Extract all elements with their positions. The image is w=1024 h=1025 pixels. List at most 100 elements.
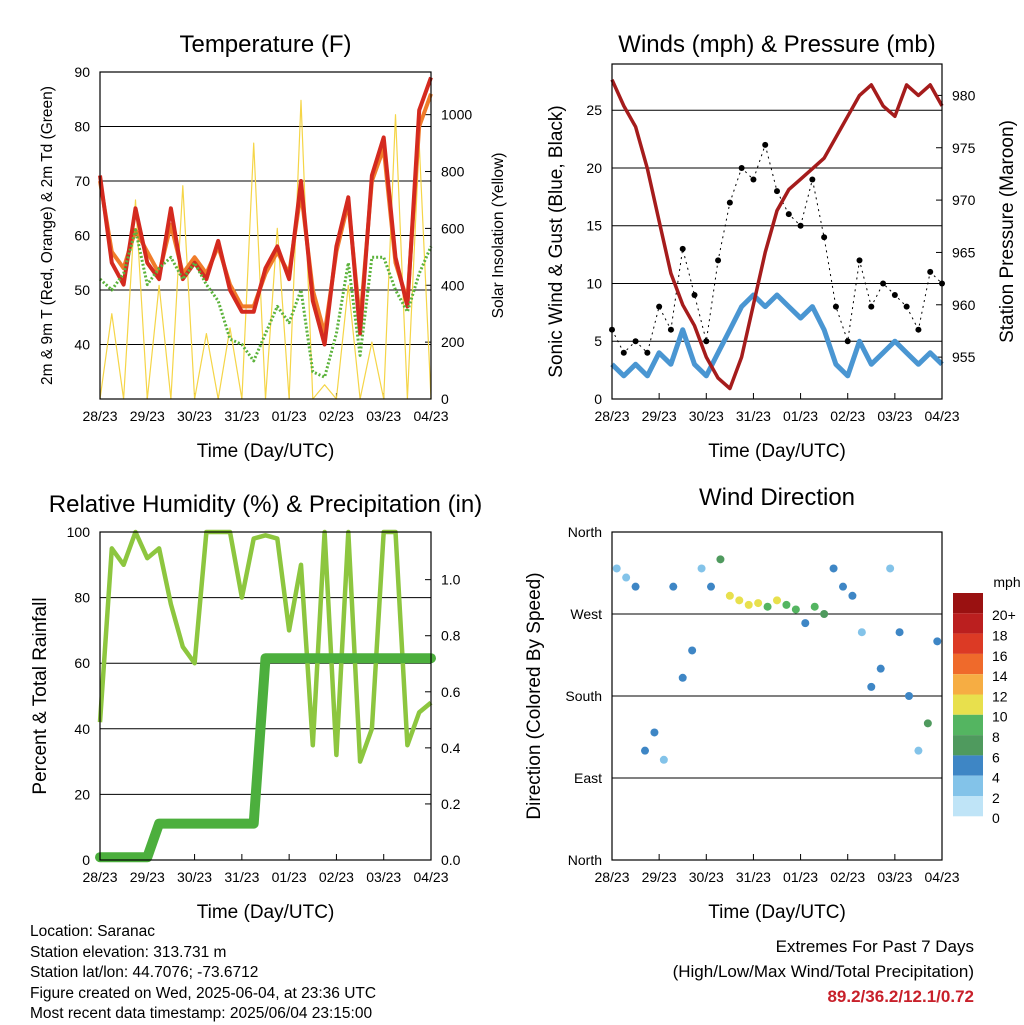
x-tick-label: 03/23 [877, 869, 912, 885]
y2-tick-label: 970 [952, 192, 976, 208]
y2-tick-label: 0.4 [441, 740, 461, 756]
y-tick-label: 80 [74, 590, 90, 606]
extremes-title: Extremes For Past 7 Days [775, 937, 974, 956]
legend-label: 6 [992, 749, 1000, 765]
plot-border [611, 63, 943, 400]
y2-tick-label: 955 [952, 349, 976, 365]
y2-axis-label: Solar Insolation (Yellow) [490, 153, 507, 319]
chart-title: Winds (mph) & Pressure (mb) [618, 31, 935, 58]
legend-label: 10 [992, 709, 1008, 725]
y-tick-label: 0 [594, 391, 602, 407]
direction-point [867, 682, 876, 691]
x-tick-label: 28/23 [82, 869, 117, 885]
legend-swatch [953, 694, 983, 715]
y-tick-label: 0 [82, 852, 90, 868]
direction-point [886, 564, 895, 573]
legend-label: 4 [992, 770, 1000, 786]
gust-point [750, 176, 757, 183]
x-tick-label: 31/23 [224, 869, 259, 885]
direction-point [857, 628, 866, 637]
x-tick-label: 02/23 [319, 408, 354, 424]
direction-point [810, 602, 819, 611]
direction-point [659, 755, 668, 764]
legend-swatch [953, 593, 983, 614]
y-axis-label: Sonic Wind & Gust (Blue, Black) [546, 105, 567, 377]
direction-point [773, 596, 781, 605]
direction-point [678, 673, 687, 682]
y-tick-label: 60 [74, 228, 90, 244]
legend-swatch [953, 775, 983, 796]
direction-point [876, 664, 885, 673]
direction-point [933, 637, 942, 646]
y-tick-label: 100 [67, 524, 91, 540]
legend-title: mph [993, 574, 1020, 590]
gust-line [611, 143, 943, 354]
x-axis-label: Time (Day/UTC) [708, 441, 846, 462]
y2-tick-label: 200 [441, 334, 465, 350]
direction-point [791, 605, 800, 614]
y-tick-label: 10 [586, 275, 602, 291]
legend-label: 20+ [992, 607, 1016, 623]
direction-point [763, 602, 772, 611]
x-tick-label: 30/23 [177, 408, 212, 424]
y-tick-label: South [565, 688, 602, 704]
direction-point [801, 619, 810, 628]
x-tick-label: 01/23 [783, 869, 818, 885]
y2-tick-label: 600 [441, 220, 465, 236]
legend-swatch [953, 714, 983, 736]
legend-label: 2 [992, 790, 1000, 806]
direction-point [612, 564, 621, 573]
chart-title: Wind Direction [699, 484, 855, 511]
direction-point [622, 573, 631, 582]
direction-point [895, 628, 904, 637]
legend-label: 16 [992, 648, 1008, 664]
y2-tick-label: 980 [952, 87, 976, 103]
x-tick-label: 01/23 [272, 869, 307, 885]
direction-point [839, 582, 847, 591]
direction-point [697, 564, 706, 573]
legend-swatch [953, 796, 983, 817]
y2-tick-label: 0 [441, 391, 449, 407]
legend-swatch [953, 653, 983, 675]
wind-line [610, 292, 944, 379]
location-text: Location: Saranac [30, 923, 155, 940]
x-tick-label: 03/23 [366, 869, 401, 885]
plot-border [99, 71, 432, 400]
y2-tick-label: 960 [952, 297, 976, 313]
y2-tick-label: 0.8 [441, 628, 461, 644]
plot-border [611, 531, 943, 861]
gust-point [903, 303, 910, 310]
x-tick-label: 02/23 [830, 869, 865, 885]
chart-title: Relative Humidity (%) & Precipitation (i… [49, 491, 482, 518]
x-tick-label: 04/23 [413, 869, 448, 885]
y2-tick-label: 0.2 [441, 796, 461, 812]
direction-point [782, 600, 791, 609]
direction-point [914, 746, 923, 755]
y-tick-label: 20 [74, 786, 90, 802]
y2-tick-label: 0.0 [441, 852, 461, 868]
x-tick-label: 02/23 [830, 408, 865, 424]
latlon-text: Station lat/lon: 44.7076; -73.6712 [30, 964, 259, 981]
y-tick-label: West [570, 606, 602, 622]
x-tick-label: 30/23 [177, 869, 212, 885]
y-tick-label: 40 [74, 721, 90, 737]
y-tick-label: North [568, 852, 602, 868]
y2-axis-label: Station Pressure (Maroon) [997, 120, 1018, 343]
x-tick-label: 29/23 [130, 869, 165, 885]
gust-point [844, 338, 851, 345]
x-tick-label: 30/23 [689, 408, 724, 424]
station-info: Location: Saranac Station elevation: 313… [30, 922, 376, 1025]
gust-point [679, 245, 686, 252]
y2-tick-label: 1000 [441, 107, 472, 123]
x-tick-label: 29/23 [130, 408, 165, 424]
x-tick-label: 01/23 [783, 408, 818, 424]
extremes-box: Extremes For Past 7 Days (High/Low/Max W… [673, 934, 974, 1009]
gust-point [821, 234, 828, 241]
y2-tick-label: 1.0 [441, 572, 461, 588]
legend-label: 12 [992, 688, 1008, 704]
extremes-values: 89.2/36.2/12.1/0.72 [827, 987, 974, 1006]
y-tick-label: 80 [74, 119, 90, 135]
x-tick-label: 31/23 [736, 408, 771, 424]
legend-swatch [953, 674, 983, 695]
y-tick-label: East [574, 770, 602, 786]
